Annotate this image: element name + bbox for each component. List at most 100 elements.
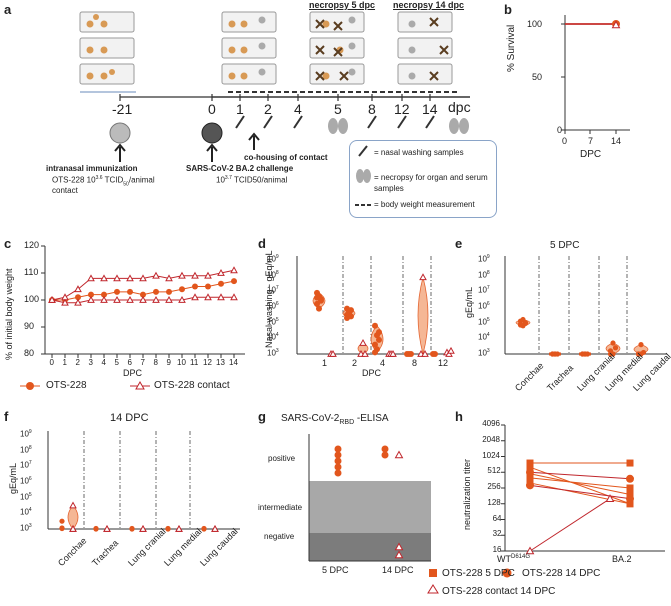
c-xtick-label: 3 [88,358,93,367]
c-point-contact [152,271,160,279]
panel-h-chart [427,424,665,594]
f-point [93,525,99,532]
g-title-pre: SARS-CoV-2 [281,413,340,424]
c-ytick-label: 80 [24,348,35,358]
c-point-contact [178,295,186,303]
c-point-ots [218,280,224,287]
c-xtick-label: 2 [75,358,80,367]
challenge-dose: 103.7 TCID50/animal [216,175,287,185]
d-point-ots [316,305,322,312]
g-point-14dpc [381,445,389,453]
immunization-dose-text: OTS-228 10 [52,175,96,185]
h-line-5dpc [529,473,631,496]
h-point-5dpc [626,500,634,508]
panel-f-chart [47,431,240,532]
timeline-day-label: 1 [236,101,244,117]
legend-pipette-icon [358,145,368,157]
b-xtick-14: 14 [611,136,622,146]
e-ytick-label: 107 [478,285,490,295]
hamster-icons [86,14,344,80]
f-ytick-label: 106 [20,476,32,486]
panel-label-d: d [258,236,266,251]
f-point [59,525,65,531]
c-ytick-label: 90 [24,321,35,331]
h-point-14dpc [626,494,634,503]
e-point [612,345,619,351]
c-ytick-label: 120 [24,240,40,250]
e-point [522,320,529,327]
e-ytick-label: 103 [478,348,490,358]
d-point-ots [372,349,378,356]
g-point-5dpc [334,445,342,453]
necropsy-cross-icons [315,17,449,81]
h-ytick-label: 128 [487,497,501,507]
d-point-ots [432,351,438,357]
h-point-5dpc [626,491,634,499]
panel-label-h: h [455,409,463,424]
c-legend-marker-contact [135,380,145,390]
f-point [129,525,135,532]
c-legend-marks [20,380,150,390]
d-point-ots [314,294,320,301]
c-xtick-label: 9 [166,358,171,367]
g-point-5dpc [334,463,342,471]
panel-e-chart [504,256,667,357]
h-line-5dpc [529,477,631,489]
h-point-contact [525,546,535,555]
challenge-dose-text: 10 [216,175,225,185]
h-legend-triangle [427,584,439,594]
f-ytick-label: 107 [20,460,32,470]
c-point-ots [114,288,120,295]
d-point-ots [376,336,382,343]
c-legend-ots: OTS-228 [46,380,87,391]
g-cat-negative: negative [264,532,295,541]
legend-necropsy: = necropsy for organ and serum samples [374,173,488,193]
timeline-ticks [119,94,431,101]
panel-label-e: e [455,236,463,251]
h-ytick-label: 32 [492,529,502,539]
g-point-5dpc [334,451,342,459]
d-point-contact [389,349,397,357]
h-xtick-ba2: BA.2 [612,554,632,564]
immunization-subscript: 50 [123,181,129,188]
c-point-contact [217,293,225,301]
c-point-contact [165,295,173,303]
h-ytick-label: 64 [492,513,502,523]
e-ytick-label: 104 [478,332,490,342]
d-xtick-label: 2 [352,358,358,368]
f-point-contact [175,524,183,532]
f-ytick-label: 104 [20,507,32,517]
h-ylabel: neutralization titer [462,458,472,530]
legend-lung-icon-left [356,169,364,183]
d-point-contact [359,339,367,346]
g-xtick-14dpc: 14 DPC [382,565,414,575]
necropsy-5-label: necropsy 5 dpc [309,0,376,10]
timeline-day-label: 5 [334,101,342,117]
h-point-14dpc [526,481,534,490]
d-point-contact [447,346,455,354]
c-point-contact [126,274,134,282]
virus-icon-immunization [109,122,131,144]
h-line-14dpc [529,484,631,500]
c-point-ots [88,291,94,298]
panel-b-chart [561,15,630,134]
h-line-contact [529,498,611,552]
timeline-day-label: -21 [112,101,133,117]
c-point-contact [48,295,56,303]
c-point-contact [126,295,134,303]
d-point-ots [314,289,320,296]
g-cat-positive: positive [268,454,296,463]
g-xtick-5dpc: 5 DPC [322,565,349,575]
c-point-contact [61,298,69,306]
e-ytick-label: 105 [478,316,490,327]
d-point-contact [361,349,369,357]
arrow-icons [114,132,260,162]
g-point-14dpc [381,451,389,459]
f-ytick-label: 103 [20,523,32,533]
b-xlabel: DPC [580,149,602,160]
b-ytick-100: 100 [527,19,543,29]
f-point-contact [103,524,111,532]
h-legend-5dpc: OTS-228 5 DPC [442,568,515,579]
c-xtick-label: 0 [49,358,54,367]
d-violin-contact [417,275,429,356]
